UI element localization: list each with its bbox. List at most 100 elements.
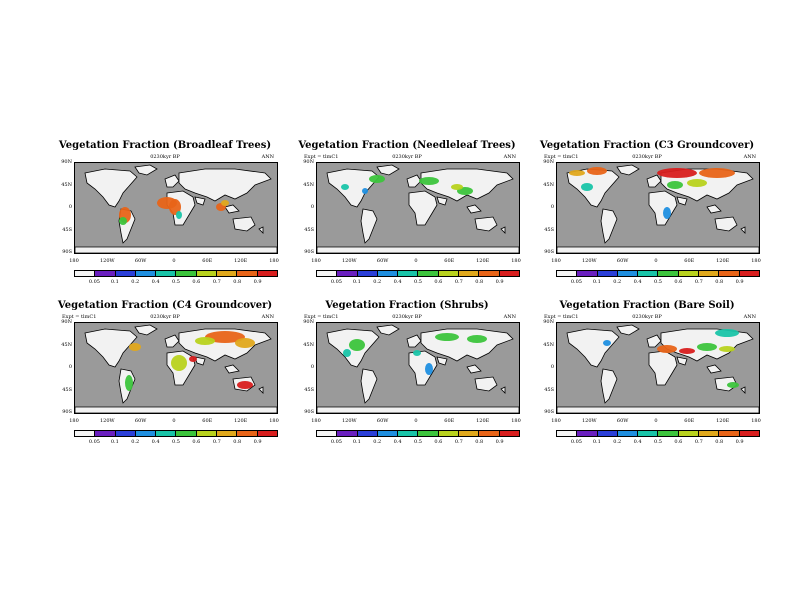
experiment-label: Expt = tlmC1 bbox=[544, 154, 579, 160]
landmass bbox=[616, 164, 640, 176]
world-map bbox=[317, 164, 519, 253]
map-area bbox=[556, 162, 760, 254]
latitude-tick-label: 45S bbox=[304, 386, 314, 393]
colorbar-swatch bbox=[115, 431, 136, 436]
landmass bbox=[75, 246, 277, 253]
colorbar-tick-label: 0.5 bbox=[172, 279, 180, 285]
landmass bbox=[224, 204, 240, 214]
colorbar-tick-label: 0.1 bbox=[352, 439, 361, 445]
landmass bbox=[714, 216, 738, 232]
colorbar bbox=[316, 430, 520, 437]
season-label: ANN bbox=[261, 154, 274, 160]
colorbar-swatch bbox=[95, 271, 116, 276]
longitude-tick-label: 180 bbox=[69, 258, 79, 264]
colorbar-swatch bbox=[577, 431, 598, 436]
season-label: ANN bbox=[261, 314, 274, 320]
longitude-tick-label: 180 bbox=[551, 418, 561, 424]
colorbar-swatch bbox=[398, 271, 419, 276]
colorbar-tick-label: 0.8 bbox=[233, 439, 242, 445]
colorbar-tick-label: 0.5 bbox=[654, 279, 662, 285]
vegetation-fraction-area bbox=[419, 177, 439, 185]
latitude-tick-label: 90N bbox=[303, 319, 314, 325]
landmass bbox=[436, 356, 448, 366]
vegetation-fraction-area bbox=[362, 188, 368, 194]
latitude-tick-label: 45N bbox=[303, 181, 314, 188]
longitude-tick-label: 120E bbox=[476, 418, 490, 424]
colorbar-tick-label: 0.4 bbox=[393, 279, 402, 285]
colorbar-swatch bbox=[317, 271, 338, 276]
landmass bbox=[420, 328, 514, 362]
colorbar-swatch bbox=[156, 431, 177, 436]
longitude-tick-label: 180 bbox=[269, 258, 279, 264]
longitude-tick-label: 60E bbox=[684, 418, 695, 424]
colorbar-tick-label: 0.1 bbox=[110, 279, 119, 285]
vegetation-fraction-area bbox=[719, 346, 735, 352]
colorbar-labels: 0.05 0.1 0.2 0.4 0.5 0.6 0.7 0.8 0.9 bbox=[74, 439, 278, 447]
colorbar-swatch bbox=[337, 431, 358, 436]
time-subtitle: 0230kyr BP bbox=[392, 314, 422, 320]
latitude-tick-label: 0 bbox=[310, 204, 314, 210]
colorbar-tick-label: 0.5 bbox=[654, 439, 662, 445]
landmass bbox=[258, 226, 264, 234]
vegetation-fraction-area bbox=[349, 339, 365, 351]
landmass bbox=[676, 356, 688, 366]
vegetation-fraction-area bbox=[657, 345, 677, 353]
vegetation-fraction-area bbox=[176, 211, 182, 219]
colorbar-swatch bbox=[699, 431, 720, 436]
colorbar-labels: 0.05 0.1 0.2 0.4 0.5 0.6 0.7 0.8 0.9 bbox=[556, 439, 760, 447]
colorbar-swatch bbox=[75, 271, 96, 276]
longitude-tick-label: 0 bbox=[414, 258, 418, 264]
longitude-tick-label: 120W bbox=[581, 418, 597, 424]
panel-broadleaf-trees: Vegetation Fraction (Broadleaf Trees) 023… bbox=[52, 140, 279, 290]
latitude-tick-label: 0 bbox=[550, 364, 554, 370]
colorbar-tick-label: 0.5 bbox=[172, 439, 180, 445]
latitude-tick-label: 45S bbox=[62, 386, 72, 393]
vegetation-fraction-area bbox=[697, 343, 717, 351]
colorbar-tick-label: 0.1 bbox=[592, 439, 601, 445]
colorbar-tick-label: 0.6 bbox=[192, 439, 201, 445]
longitude-tick-label: 0 bbox=[172, 258, 176, 264]
colorbar-swatch bbox=[459, 431, 480, 436]
landmass bbox=[84, 328, 138, 368]
colorbar-tick-label: 0.8 bbox=[475, 279, 484, 285]
colorbar-swatch bbox=[357, 431, 378, 436]
map-area bbox=[74, 162, 278, 254]
panel-title: Vegetation Fraction (C3 Groundcover) bbox=[539, 140, 755, 151]
panel-shrubs: Vegetation Fraction (Shrubs) Expt = tlmC1… bbox=[294, 300, 521, 450]
longitude-tick-label: 180 bbox=[511, 418, 521, 424]
colorbar-tick-label: 0.2 bbox=[613, 279, 622, 285]
colorbar-tick-label: 0.6 bbox=[434, 279, 443, 285]
colorbar-tick-label: 0.7 bbox=[212, 439, 221, 445]
landmass bbox=[557, 406, 759, 413]
colorbar-tick-label: 0.9 bbox=[735, 279, 744, 285]
latitude-tick-label: 90S bbox=[544, 409, 554, 415]
landmass bbox=[600, 208, 618, 244]
vegetation-fraction-area bbox=[603, 340, 611, 346]
landmass bbox=[500, 386, 506, 394]
landmass bbox=[436, 196, 448, 206]
colorbar-swatch bbox=[577, 271, 598, 276]
colorbar-swatch bbox=[196, 431, 218, 436]
colorbar-swatch bbox=[617, 431, 639, 436]
landmass bbox=[706, 204, 722, 214]
latitude-tick-label: 90N bbox=[543, 159, 554, 165]
colorbar-tick-label: 0.8 bbox=[715, 439, 724, 445]
landmass bbox=[616, 324, 640, 336]
colorbar-tick-label: 0.7 bbox=[454, 439, 463, 445]
latitude-tick-label: 45S bbox=[544, 226, 554, 233]
colorbar-swatch bbox=[217, 431, 238, 436]
colorbar bbox=[74, 430, 278, 437]
vegetation-fraction-area bbox=[205, 331, 245, 343]
colorbar-tick-label: 0.9 bbox=[253, 439, 262, 445]
longitude-tick-label: 180 bbox=[311, 258, 321, 264]
colorbar-tick-label: 0.7 bbox=[454, 279, 463, 285]
colorbar-swatch bbox=[95, 431, 116, 436]
colorbar-swatch bbox=[638, 431, 659, 436]
colorbar-tick-label: 0.6 bbox=[674, 439, 683, 445]
longitude-tick-label: 60E bbox=[202, 258, 213, 264]
vegetation-fraction-area bbox=[569, 170, 585, 176]
landmass bbox=[566, 168, 620, 208]
colorbar-tick-label: 0.05 bbox=[330, 279, 342, 285]
latitude-tick-label: 45S bbox=[544, 386, 554, 393]
landmass bbox=[648, 190, 678, 226]
